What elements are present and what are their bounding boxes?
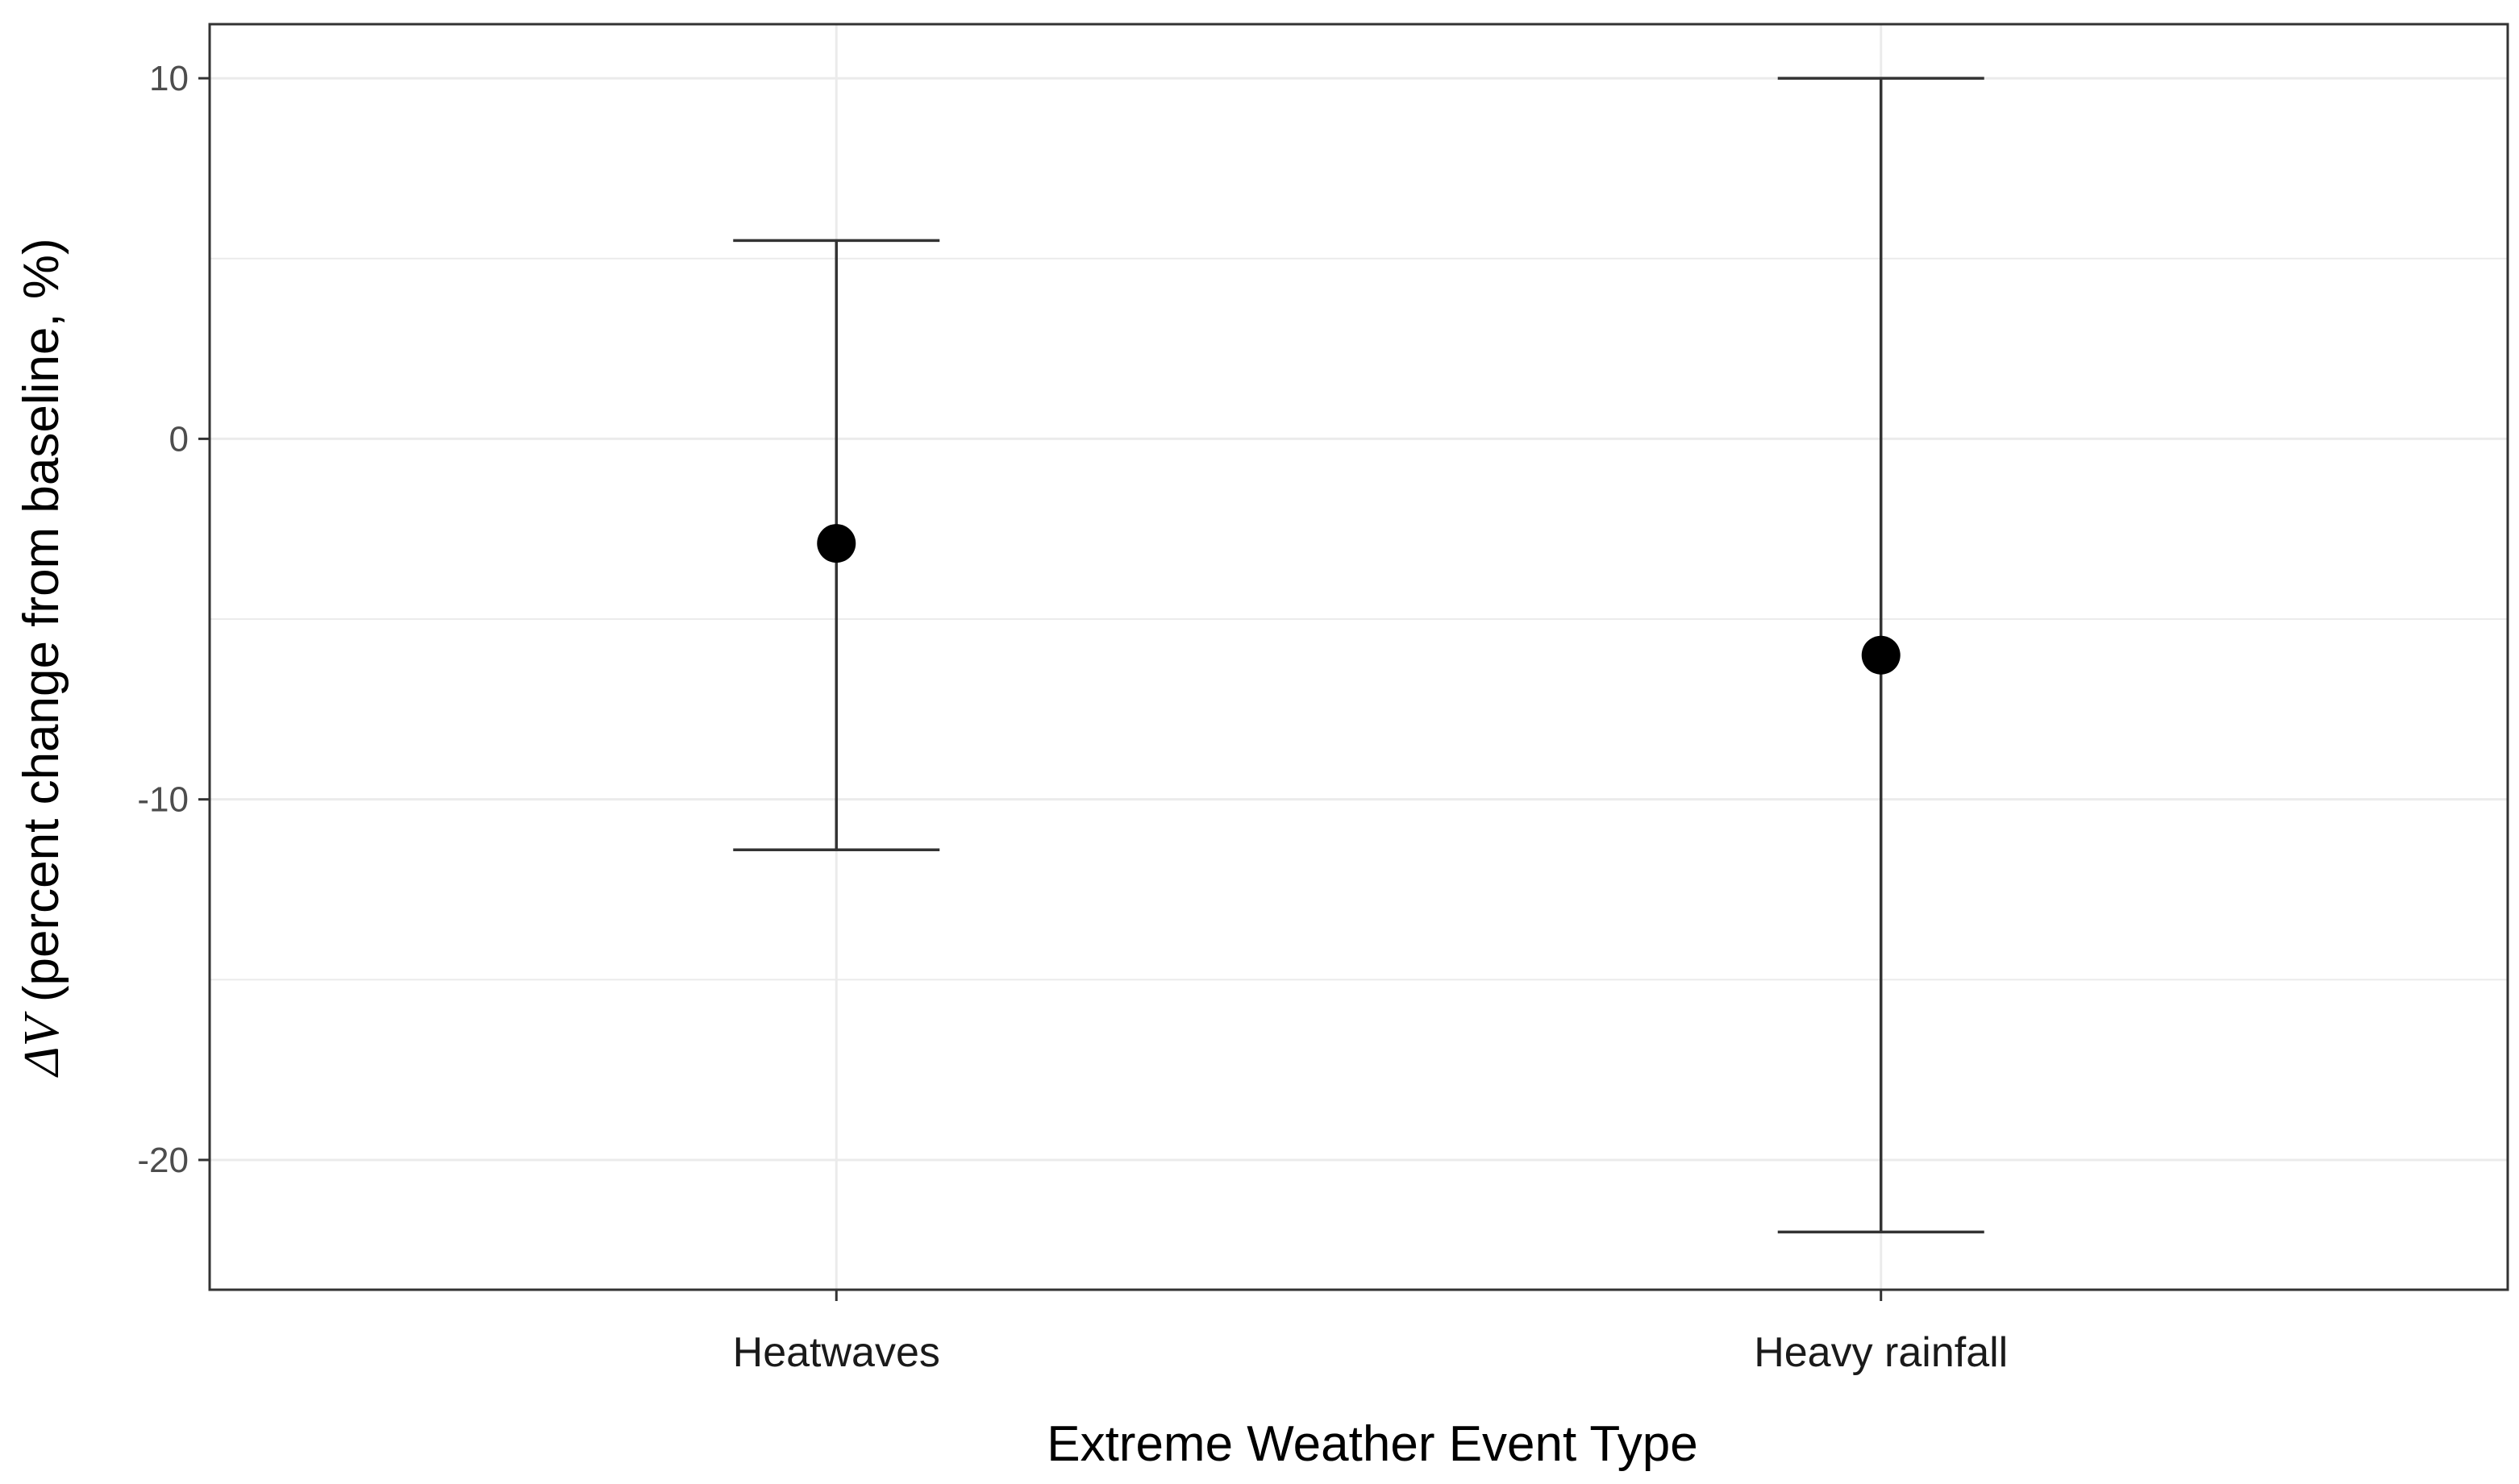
panel-border bbox=[208, 23, 2509, 1291]
errorbar-group bbox=[733, 239, 940, 852]
y-tick-label: 0 bbox=[169, 419, 189, 459]
x-tick-label: Heatwaves bbox=[733, 1329, 940, 1376]
y-axis-title: ΔV (percent change from baseline, %) bbox=[14, 238, 69, 1078]
estimate-point bbox=[817, 524, 856, 563]
axis-ticks: -20 -10 0 10 Heatwaves Heavy rainfall bbox=[137, 59, 2008, 1376]
estimate-point bbox=[1861, 635, 1901, 675]
y-axis-title-symbol: ΔV bbox=[15, 1011, 69, 1078]
x-tick-label: Heavy rainfall bbox=[1754, 1329, 2008, 1376]
y-axis-title-text: (percent change from baseline, %) bbox=[14, 238, 69, 1016]
data-marks bbox=[733, 77, 1984, 1234]
y-tick-label: 10 bbox=[149, 59, 189, 98]
y-tick-label: -10 bbox=[137, 780, 189, 820]
x-axis-title: Extreme Weather Event Type bbox=[1047, 1416, 1698, 1472]
y-tick-label: -20 bbox=[137, 1141, 189, 1180]
errorbar-group bbox=[1777, 77, 1984, 1234]
